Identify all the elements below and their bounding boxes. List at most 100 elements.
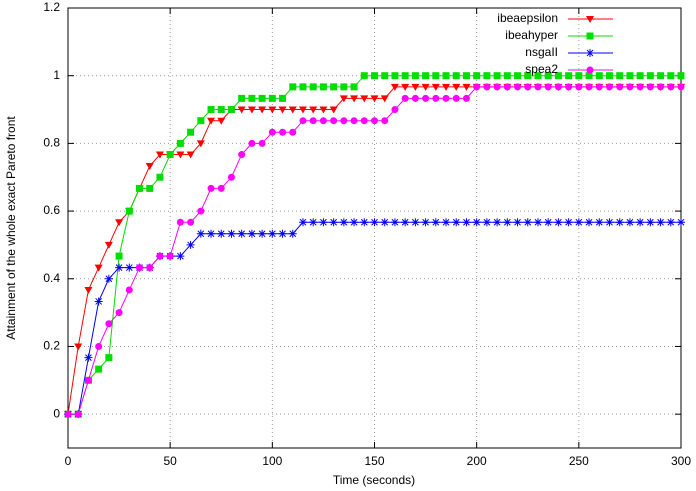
series-line bbox=[68, 86, 681, 415]
marker bbox=[125, 207, 133, 215]
marker bbox=[473, 72, 481, 80]
marker bbox=[176, 252, 185, 261]
marker bbox=[473, 83, 481, 91]
marker bbox=[329, 106, 338, 114]
marker bbox=[360, 218, 369, 227]
marker bbox=[84, 286, 93, 294]
marker bbox=[197, 117, 205, 125]
marker bbox=[432, 72, 440, 80]
marker bbox=[554, 83, 562, 91]
marker bbox=[207, 106, 215, 114]
y-tick-label: 0.2 bbox=[43, 339, 60, 353]
marker bbox=[565, 72, 573, 80]
y-tick-label: 0.8 bbox=[43, 136, 60, 150]
marker bbox=[309, 218, 318, 227]
marker bbox=[524, 72, 532, 80]
marker bbox=[575, 83, 583, 91]
marker bbox=[616, 72, 624, 80]
marker bbox=[248, 139, 256, 147]
marker bbox=[390, 83, 399, 91]
marker bbox=[411, 83, 420, 91]
marker bbox=[503, 218, 512, 227]
marker bbox=[565, 83, 573, 91]
marker bbox=[401, 72, 409, 80]
x-tick-label: 0 bbox=[65, 454, 72, 468]
y-axis-label: Attainment of the whole exact Pareto fro… bbox=[4, 116, 18, 340]
series-line bbox=[67, 86, 681, 415]
marker bbox=[605, 218, 614, 227]
marker bbox=[544, 83, 552, 91]
y-tick-label: 0.4 bbox=[43, 271, 60, 285]
marker bbox=[595, 83, 603, 91]
marker bbox=[125, 286, 133, 294]
x-tick-label: 100 bbox=[262, 454, 282, 468]
x-axis-label: Time (seconds) bbox=[333, 473, 415, 487]
y-tick-label: 1 bbox=[53, 68, 60, 82]
marker bbox=[422, 94, 430, 102]
marker bbox=[554, 72, 562, 80]
marker bbox=[667, 83, 675, 91]
marker bbox=[319, 106, 328, 114]
marker bbox=[656, 218, 665, 227]
marker bbox=[380, 218, 389, 227]
marker bbox=[94, 297, 103, 306]
marker bbox=[482, 218, 491, 227]
marker bbox=[298, 218, 307, 227]
marker bbox=[258, 94, 266, 102]
marker bbox=[258, 139, 266, 147]
marker bbox=[279, 94, 287, 102]
marker bbox=[452, 218, 461, 227]
marker bbox=[248, 94, 256, 102]
marker bbox=[187, 218, 195, 226]
legend-label: ibeaepsilon bbox=[497, 11, 558, 25]
marker bbox=[146, 264, 154, 272]
marker bbox=[677, 218, 685, 227]
marker bbox=[626, 72, 634, 80]
legend-marker bbox=[586, 66, 594, 74]
marker bbox=[483, 72, 491, 80]
marker bbox=[258, 106, 267, 114]
marker bbox=[657, 72, 665, 80]
marker bbox=[462, 94, 470, 102]
x-tick-label: 50 bbox=[163, 454, 177, 468]
marker bbox=[279, 128, 287, 136]
marker bbox=[391, 106, 399, 114]
marker bbox=[574, 218, 583, 227]
marker bbox=[105, 320, 113, 328]
marker bbox=[115, 309, 123, 317]
marker bbox=[340, 117, 348, 125]
marker bbox=[401, 83, 410, 91]
marker bbox=[350, 95, 359, 103]
marker bbox=[104, 241, 113, 249]
marker bbox=[605, 83, 613, 91]
marker bbox=[636, 72, 644, 80]
marker bbox=[104, 274, 113, 283]
marker bbox=[74, 343, 83, 351]
legend-label: nsgaII bbox=[525, 45, 558, 59]
marker bbox=[677, 72, 685, 80]
marker bbox=[595, 72, 603, 80]
marker bbox=[268, 128, 276, 136]
marker bbox=[595, 218, 604, 227]
marker bbox=[278, 229, 287, 238]
marker bbox=[319, 83, 327, 91]
marker bbox=[217, 106, 225, 114]
marker bbox=[626, 83, 634, 91]
marker bbox=[247, 106, 256, 114]
marker bbox=[125, 263, 134, 272]
marker bbox=[523, 218, 532, 227]
legend-label: spea2 bbox=[525, 62, 558, 76]
marker bbox=[207, 229, 216, 238]
marker bbox=[391, 72, 399, 80]
marker bbox=[196, 140, 205, 148]
marker bbox=[360, 117, 368, 125]
marker bbox=[166, 151, 174, 159]
series-line bbox=[68, 221, 681, 415]
marker bbox=[534, 72, 542, 80]
marker bbox=[646, 218, 655, 227]
marker bbox=[227, 106, 235, 114]
marker bbox=[667, 72, 675, 80]
marker bbox=[422, 72, 430, 80]
marker bbox=[207, 184, 215, 192]
marker bbox=[258, 229, 267, 238]
